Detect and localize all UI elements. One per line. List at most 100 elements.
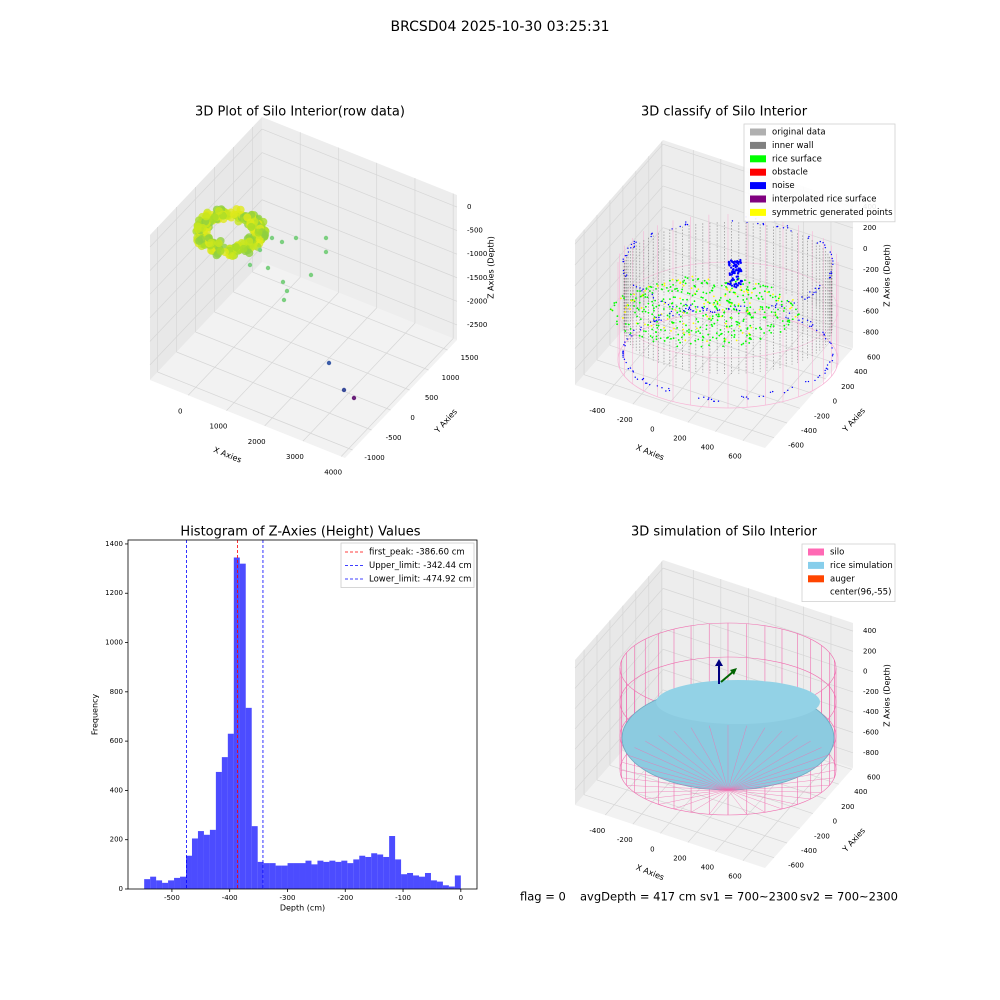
- surface-point: [683, 279, 686, 282]
- surface-point: [761, 298, 764, 301]
- grid-line: [574, 143, 664, 245]
- surface-point: [789, 307, 791, 310]
- surface-point: [723, 311, 725, 314]
- noise-point: [787, 317, 789, 319]
- surface-point: [707, 333, 710, 336]
- surface-point: [621, 317, 624, 319]
- surface-point: [788, 321, 791, 324]
- silo-wire: [727, 740, 811, 791]
- noise-point: [730, 284, 734, 287]
- surface-point: [683, 333, 686, 336]
- surface-point: [693, 284, 696, 287]
- bar: [174, 877, 181, 889]
- noise-point: [787, 389, 789, 392]
- surface-point: [719, 333, 722, 336]
- silo-wire: [617, 311, 839, 409]
- cloud-point: [254, 228, 263, 237]
- surface-point: [772, 325, 775, 328]
- y-tick-label: -200: [814, 832, 830, 840]
- bar: [257, 861, 264, 889]
- surface-point: [722, 345, 724, 348]
- noise-point: [679, 225, 681, 228]
- surface-point: [783, 328, 786, 330]
- surface-point: [613, 304, 616, 307]
- x-tick-label: -200: [617, 836, 633, 844]
- cloud-point: [214, 239, 223, 248]
- noise-point: [791, 386, 793, 389]
- surface-point: [757, 297, 760, 300]
- bar: [353, 859, 360, 889]
- grid-line: [662, 227, 854, 291]
- noise-point: [709, 310, 712, 313]
- auger-arrow: [730, 668, 737, 675]
- noise-point: [703, 396, 705, 398]
- noise-point: [686, 223, 689, 226]
- legend-swatch: [750, 182, 766, 190]
- cloud-point: [230, 210, 239, 219]
- grid-line: [195, 331, 391, 411]
- surface-point: [641, 310, 644, 313]
- surface-point: [731, 302, 733, 304]
- x-tick-label: 1000: [210, 423, 228, 431]
- surface-point: [653, 317, 656, 320]
- y-tick-label: 0: [410, 414, 414, 422]
- surface-point: [700, 296, 703, 299]
- surface-point: [711, 289, 714, 292]
- grid-line: [187, 277, 301, 396]
- noise-point: [733, 272, 736, 275]
- y-tick-label: 400: [854, 368, 867, 376]
- silo-wire: [727, 754, 830, 791]
- noise-point: [633, 242, 635, 245]
- cloud-point: [197, 235, 206, 244]
- surface-point: [729, 305, 732, 308]
- noise-point: [669, 312, 671, 315]
- noise-point: [668, 389, 671, 392]
- y-tick-label: 200: [841, 803, 854, 811]
- surface-point: [688, 331, 690, 334]
- y-tick-label: -400: [801, 847, 817, 855]
- grid-line: [605, 294, 694, 396]
- noise-point: [736, 272, 740, 275]
- bar: [395, 859, 402, 889]
- surface-point: [787, 323, 790, 326]
- noise-point: [801, 321, 803, 324]
- noise-point: [736, 284, 739, 287]
- surface-point: [735, 339, 738, 342]
- surface-point: [697, 277, 700, 280]
- bar: [454, 875, 461, 889]
- surface-point: [709, 339, 712, 342]
- surface-point: [791, 304, 794, 307]
- cloud-point: [269, 235, 275, 241]
- surface-point: [670, 330, 672, 332]
- noise-point: [651, 293, 653, 296]
- noise-point: [730, 273, 733, 276]
- grid-line: [609, 344, 801, 409]
- surface-point: [682, 322, 685, 325]
- legend-swatch: [808, 561, 824, 569]
- surface-point: [643, 308, 645, 311]
- surface-point: [686, 304, 688, 307]
- x-tick-label: 200: [673, 854, 686, 862]
- surface-point: [706, 301, 709, 303]
- surface-point: [680, 336, 683, 339]
- noise-point: [738, 270, 741, 273]
- x-tick-label: -500: [164, 894, 180, 902]
- surface-point: [723, 340, 726, 343]
- noise-point: [684, 223, 687, 225]
- surface-point: [790, 306, 793, 309]
- surface-point: [639, 290, 641, 292]
- surface-point: [724, 293, 727, 296]
- surface-point: [671, 308, 674, 310]
- silo-wire: [690, 789, 729, 813]
- surface-point: [690, 329, 693, 332]
- noise-point: [652, 297, 655, 299]
- grid-line: [157, 371, 353, 451]
- grid-line: [635, 315, 826, 380]
- noise-point: [684, 311, 686, 313]
- bar: [419, 876, 425, 889]
- silo-wire: [658, 735, 729, 791]
- surface-point: [663, 340, 666, 342]
- bar: [329, 860, 336, 889]
- legend-label: rice surface: [772, 154, 822, 164]
- x-tick-label: 400: [701, 864, 714, 872]
